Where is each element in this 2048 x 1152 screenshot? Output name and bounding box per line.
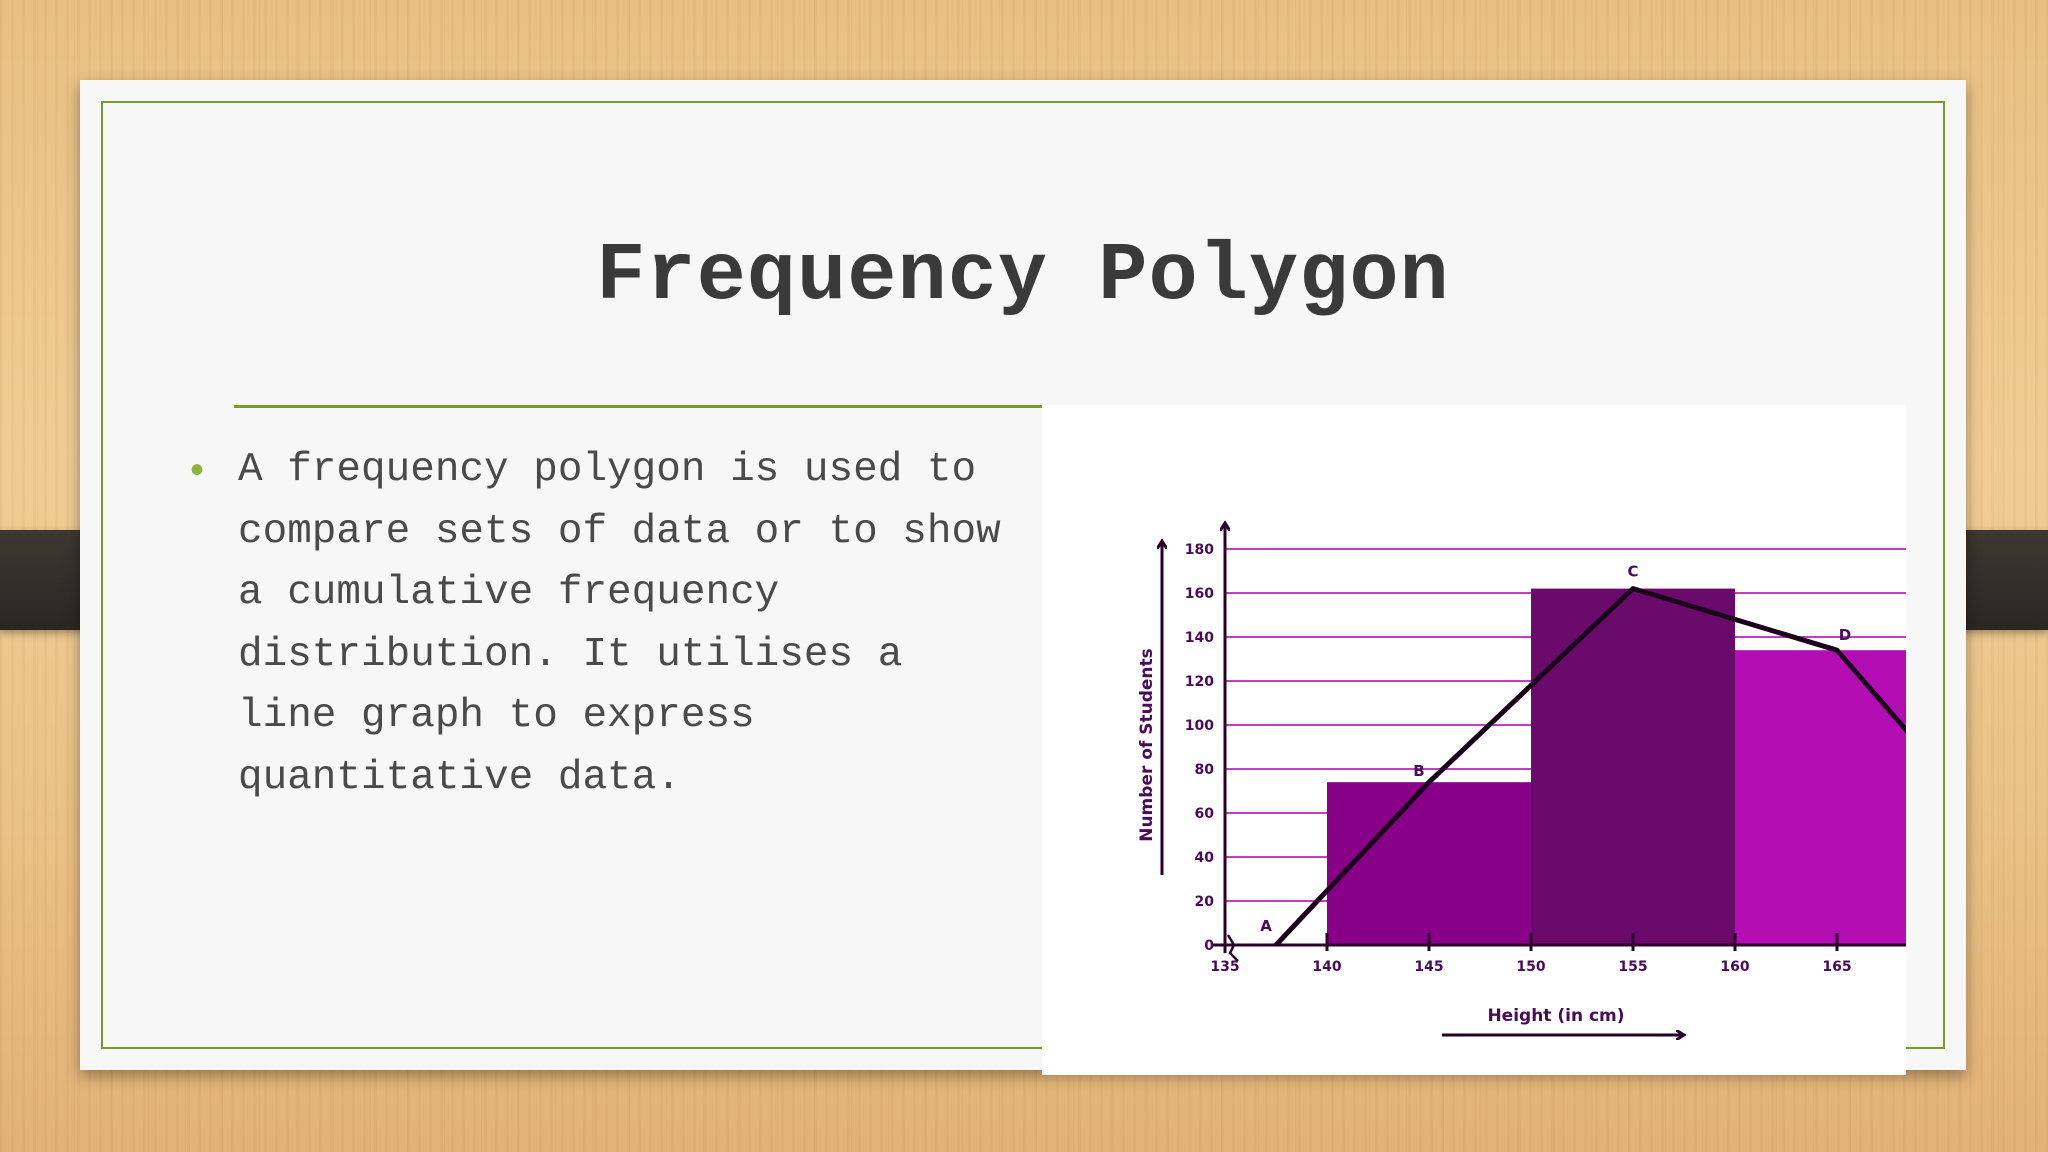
polygon-point-label: D <box>1839 626 1851 644</box>
axes <box>1162 525 1906 1035</box>
y-tick-label: 180 <box>1185 542 1214 558</box>
y-tick-label: 80 <box>1195 762 1215 778</box>
point-labels: ABCDEF <box>1260 563 1851 935</box>
axis-break <box>1226 934 1239 962</box>
y-tick-label: 0 <box>1204 938 1214 954</box>
polygon-line <box>1274 586 1906 947</box>
title-divider <box>234 405 1042 408</box>
frequency-polygon-chart: 0 20 40 60 80 100 120 140 160 180 135 140 145 150 155 1… <box>1042 405 1906 1075</box>
x-tick-label: 150 <box>1516 959 1545 975</box>
histogram-bar <box>1531 588 1735 945</box>
y-tick-label: 20 <box>1195 894 1215 910</box>
y-tick-label: 60 <box>1195 806 1215 822</box>
slide-title: Frequency Polygon <box>596 230 1450 323</box>
x-tick-label: 145 <box>1414 959 1443 975</box>
y-tick-label: 100 <box>1185 718 1214 734</box>
x-tick-label: 160 <box>1720 959 1749 975</box>
bullet-text: A frequency polygon is used to compare s… <box>238 447 1001 801</box>
histogram-bar <box>1327 782 1531 945</box>
bullet-icon: • <box>190 448 205 492</box>
tick-labels: 0 20 40 60 80 100 120 140 160 180 135 140 145 150 155 1… <box>1185 542 1852 975</box>
slide: Frequency Polygon • A frequency polygon … <box>80 80 1966 1075</box>
y-tick-label: 160 <box>1185 586 1214 602</box>
y-axis-label: Number of Students <box>1137 648 1157 842</box>
y-tick-label: 40 <box>1195 850 1215 866</box>
x-tick-label: 140 <box>1312 959 1341 975</box>
x-tick-label: 155 <box>1618 959 1647 975</box>
frequency-polygon-line <box>1274 586 1906 947</box>
polygon-point-label: C <box>1627 563 1638 581</box>
y-tick-label: 120 <box>1185 674 1214 690</box>
histogram-bar <box>1735 650 1906 945</box>
chart-svg: 0 20 40 60 80 100 120 140 160 180 135 140 145 150 155 1… <box>1137 405 1906 1075</box>
x-tick-label: 165 <box>1822 959 1851 975</box>
x-axis-label: Height (in cm) <box>1487 1006 1624 1026</box>
x-tick-label: 135 <box>1210 959 1239 975</box>
y-tick-label: 140 <box>1185 630 1214 646</box>
polygon-point-label: A <box>1260 917 1272 935</box>
slide-frame <box>101 101 1945 1049</box>
polygon-point-label: B <box>1413 762 1424 780</box>
